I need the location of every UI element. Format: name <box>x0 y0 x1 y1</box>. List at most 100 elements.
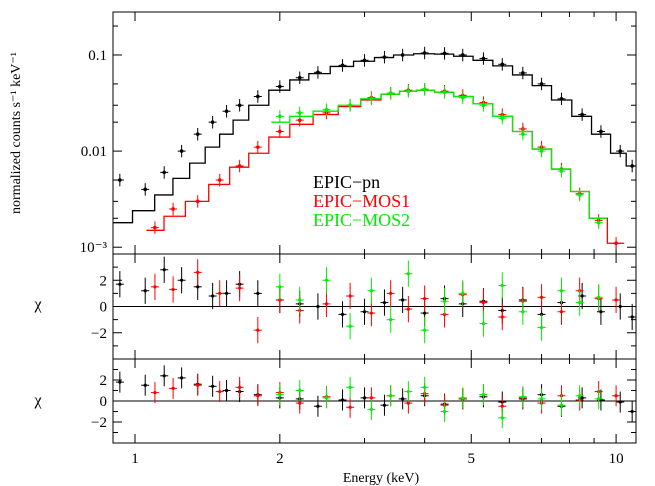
data-point <box>400 53 405 57</box>
data-point <box>179 149 184 153</box>
residual-point <box>618 400 622 404</box>
residual-point <box>218 389 222 394</box>
residual-point <box>618 304 622 309</box>
data-point <box>210 120 215 124</box>
residual-point <box>481 300 486 305</box>
residual-point <box>539 397 544 401</box>
residual-point <box>369 407 373 411</box>
series-2 <box>275 376 603 429</box>
residual-point <box>256 394 260 398</box>
residual-point <box>256 328 260 332</box>
residual-point <box>196 383 200 387</box>
y-tick-label: 0.1 <box>88 48 107 64</box>
panel-residuals2: 2 0 −2 χ <box>33 358 637 444</box>
residual-point <box>316 304 320 309</box>
residual-point <box>324 302 329 306</box>
residual-point <box>118 282 122 286</box>
residual-point <box>340 312 345 316</box>
residual-point <box>369 396 373 400</box>
legend-entry-pn: EPIC−pn <box>313 172 380 192</box>
data-point <box>500 116 505 120</box>
panel-spectrum: 0.1 0.01 10⁻³ normalized counts s⁻¹ keV⁻¹ <box>9 11 637 256</box>
data-point <box>256 94 260 99</box>
data-point <box>521 71 525 75</box>
x-tick-label: 10 <box>609 451 624 467</box>
residual-point <box>389 318 393 322</box>
residual-point <box>382 403 387 407</box>
residual-point <box>481 393 486 397</box>
residual-point <box>298 388 302 393</box>
data-point <box>348 103 352 108</box>
data-point <box>224 109 229 114</box>
residual-point <box>500 283 504 288</box>
y-tick-label: 2 <box>100 373 108 389</box>
x-tick-label: 2 <box>276 451 284 467</box>
residual-point <box>211 384 215 388</box>
data-point <box>460 95 465 100</box>
data-point <box>388 91 393 96</box>
y-axis-label: normalized counts s⁻¹ keV⁻¹ <box>9 52 24 214</box>
data-point <box>256 145 260 149</box>
legend-entry-mos2: EPIC−MOS2 <box>313 210 410 230</box>
residual-point <box>324 278 329 282</box>
residual-point <box>256 291 260 295</box>
residual-point <box>559 310 564 314</box>
residual-point <box>171 287 175 292</box>
residual-point <box>153 391 157 395</box>
data-point <box>539 149 544 153</box>
data-point <box>316 70 320 75</box>
data-point <box>217 178 222 182</box>
residual-point <box>580 294 584 298</box>
data-point <box>442 51 447 56</box>
data-point <box>237 164 242 168</box>
residual-point <box>559 289 564 293</box>
residual-point <box>298 298 302 302</box>
y-tick-label: 10⁻³ <box>80 240 108 256</box>
data-point <box>340 63 345 68</box>
data-point <box>278 114 282 119</box>
data-point <box>237 103 242 108</box>
residual-point <box>597 295 601 299</box>
residual-point <box>461 291 465 295</box>
residual-point <box>597 397 601 401</box>
residual-point <box>298 401 302 405</box>
residual-point <box>162 268 166 272</box>
residual-point <box>348 405 352 409</box>
y-tick-label: 0.01 <box>81 144 107 160</box>
data-point <box>559 97 564 101</box>
residual-point <box>196 270 200 274</box>
residual-point <box>539 325 544 330</box>
residual-point <box>348 324 352 328</box>
residual-point <box>389 394 393 398</box>
data-point <box>614 241 618 246</box>
residual-point <box>559 403 564 407</box>
data-point <box>297 111 302 115</box>
data-point <box>153 225 157 230</box>
residual-point <box>578 300 582 305</box>
residual-point <box>406 389 410 394</box>
data-point <box>278 129 282 134</box>
y-tick-label: 2 <box>100 273 108 289</box>
residual-point <box>401 298 405 302</box>
residual-point <box>362 310 367 314</box>
data-point <box>118 178 122 182</box>
residual-point <box>224 388 229 393</box>
x-axis-label: Energy (keV) <box>343 471 420 486</box>
residual-point <box>423 297 427 301</box>
data-point <box>422 51 427 55</box>
residual-point <box>224 291 229 295</box>
residual-point <box>630 409 634 414</box>
residual-point <box>614 298 618 302</box>
data-point <box>162 170 167 175</box>
data-point <box>324 107 329 112</box>
y-axis-label: χ <box>33 296 42 313</box>
residual-point <box>423 311 427 315</box>
residual-point <box>238 286 242 290</box>
chart-panels: 0.1 0.01 10⁻³ normalized counts s⁻¹ keV⁻¹ 2 0… <box>9 11 637 467</box>
data-point <box>171 207 175 211</box>
residual-point <box>481 321 486 326</box>
residual-point <box>143 289 147 293</box>
x-tick-label: 5 <box>468 451 476 467</box>
residual-point <box>180 376 184 380</box>
residual-point <box>324 396 329 400</box>
